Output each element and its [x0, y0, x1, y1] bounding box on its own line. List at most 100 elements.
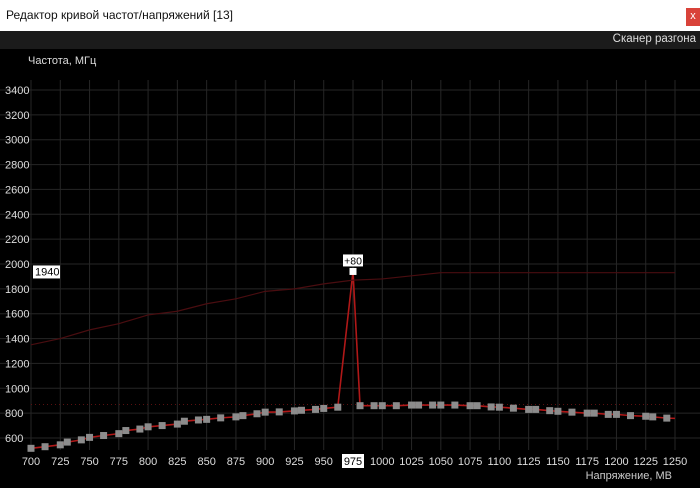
curve-point[interactable]: [253, 410, 261, 418]
toolbar: Сканер разгона: [0, 31, 700, 49]
curve-point[interactable]: [136, 425, 144, 433]
curve-point[interactable]: [663, 414, 671, 422]
curve-point[interactable]: [312, 405, 320, 413]
curve-point[interactable]: [473, 402, 481, 410]
curve-point[interactable]: [41, 443, 49, 451]
x-tick-label: 1025: [399, 456, 423, 468]
y-tick-label: 1000: [5, 383, 29, 395]
curve-point[interactable]: [429, 401, 437, 409]
curve-point[interactable]: [525, 405, 533, 413]
curve-point[interactable]: [532, 405, 540, 413]
curve-point[interactable]: [144, 423, 152, 431]
curve-point[interactable]: [173, 420, 181, 428]
x-tick-label: 900: [256, 456, 274, 468]
x-tick-label: 875: [227, 456, 245, 468]
curve-point[interactable]: [378, 402, 386, 410]
close-button[interactable]: x: [686, 8, 700, 26]
curve-point[interactable]: [180, 417, 188, 425]
x-tick-label: 700: [22, 456, 40, 468]
selected-curve-point[interactable]: [349, 267, 357, 275]
y-tick-label: 2000: [5, 259, 29, 271]
x-tick-label: 1125: [517, 456, 541, 468]
x-tick-label: 725: [51, 456, 69, 468]
x-tick-label: 950: [315, 456, 333, 468]
y-tick-label: 3200: [5, 110, 29, 122]
curve-point[interactable]: [415, 401, 423, 409]
x-tick-label: 825: [168, 456, 186, 468]
y-tick-label: 1400: [5, 334, 29, 346]
curve-point[interactable]: [437, 401, 445, 409]
y-tick-label: 3000: [5, 135, 29, 147]
offset-label: +80: [344, 255, 362, 267]
curve-point[interactable]: [487, 403, 495, 411]
curve-point[interactable]: [56, 441, 64, 449]
curve-point[interactable]: [451, 401, 459, 409]
curve-point[interactable]: [568, 408, 576, 416]
curve-point[interactable]: [261, 408, 269, 416]
window-title: Редактор кривой частот/напряжений [13]: [6, 8, 234, 22]
curve-point[interactable]: [495, 403, 503, 411]
x-tick-label: 925: [285, 456, 303, 468]
x-tick-label: 1100: [488, 456, 512, 468]
curve-point[interactable]: [627, 412, 635, 420]
curve-point[interactable]: [546, 407, 554, 415]
curve-point[interactable]: [590, 409, 598, 417]
curve-point[interactable]: [27, 444, 35, 452]
curve-point[interactable]: [115, 430, 123, 438]
curve-point[interactable]: [604, 410, 612, 418]
y-tick-label: 1800: [5, 284, 29, 296]
curve-point[interactable]: [158, 422, 166, 430]
x-axis-label: Напряжение, МВ: [585, 470, 672, 482]
curve-point[interactable]: [290, 407, 298, 415]
curve-point[interactable]: [642, 412, 650, 420]
curve-point[interactable]: [63, 438, 71, 446]
x-tick-label: 750: [80, 456, 98, 468]
curve-point[interactable]: [466, 402, 474, 410]
curve-point[interactable]: [509, 404, 517, 412]
curve-point[interactable]: [203, 415, 211, 423]
curve-point[interactable]: [239, 412, 247, 420]
offset-label-bg: [343, 254, 363, 267]
curve-point[interactable]: [100, 432, 108, 440]
x-tick-label: 800: [139, 456, 157, 468]
y-value-label: 1940: [35, 266, 59, 278]
curve-point[interactable]: [370, 402, 378, 410]
curve-point[interactable]: [408, 401, 416, 409]
y-tick-label: 2200: [5, 234, 29, 246]
y-tick-label: 2400: [5, 209, 29, 221]
default-curve-line: [30, 272, 675, 346]
curve-point[interactable]: [392, 402, 400, 410]
oc-scanner-button[interactable]: Сканер разгона: [612, 33, 696, 45]
curve-point[interactable]: [86, 433, 94, 441]
y-tick-label: 2600: [5, 184, 29, 196]
x-tick-label: 1000: [370, 456, 394, 468]
y-tick-label: 1200: [5, 358, 29, 370]
x-tick-label: 1050: [429, 456, 453, 468]
y-tick-label: 1600: [5, 309, 29, 321]
curve-point[interactable]: [356, 402, 364, 410]
x-tick-label: 1150: [546, 456, 570, 468]
x-tick-label: 1250: [663, 456, 687, 468]
curve-point[interactable]: [554, 407, 562, 415]
x-value-label-bg: [342, 454, 364, 468]
curve-point[interactable]: [320, 404, 328, 412]
curve-point[interactable]: [232, 413, 240, 421]
y-tick-label: 3400: [5, 85, 29, 97]
curve-point[interactable]: [217, 414, 225, 422]
curve-point[interactable]: [334, 403, 342, 411]
y-tick-label: 800: [5, 408, 23, 420]
curve-point[interactable]: [194, 416, 202, 424]
curve-point[interactable]: [583, 409, 591, 417]
curve-point[interactable]: [77, 436, 85, 444]
title-bar: Редактор кривой частот/напряжений [13] x: [0, 0, 700, 32]
curve-point[interactable]: [612, 410, 620, 418]
curve-point[interactable]: [297, 406, 305, 414]
x-tick-label: 1225: [633, 456, 657, 468]
curve-point[interactable]: [122, 427, 130, 435]
curve-point[interactable]: [275, 408, 283, 416]
curve-point[interactable]: [649, 413, 657, 421]
x-value-label: 975: [344, 456, 362, 468]
x-tick-label: 850: [197, 456, 215, 468]
y-value-label-bg: [33, 265, 60, 279]
